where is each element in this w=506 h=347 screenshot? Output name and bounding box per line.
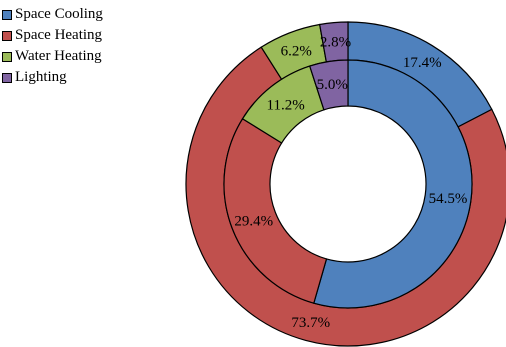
inner-slice-space-cooling	[313, 59, 473, 309]
outer-label-space-cooling: 17.4%	[403, 55, 442, 71]
legend-item-space-cooling: Space Cooling	[2, 4, 103, 25]
inner-label-space-heating: 29.4%	[234, 213, 273, 229]
legend-item-lighting: Lighting	[2, 67, 103, 88]
legend-label-water-heating: Water Heating	[15, 48, 102, 64]
outer-label-space-heating: 73.7%	[291, 315, 330, 331]
outer-label-lighting: 2.8%	[320, 35, 351, 51]
inner-slice-space-heating	[223, 117, 328, 304]
legend-swatch-space-heating	[2, 30, 12, 41]
outer-label-water-heating: 6.2%	[281, 44, 312, 60]
inner-label-space-cooling: 54.5%	[429, 191, 468, 207]
legend-swatch-space-cooling	[2, 9, 12, 20]
legend-swatch-water-heating	[2, 51, 12, 62]
legend-label-lighting: Lighting	[15, 69, 67, 85]
legend-item-space-heating: Space Heating	[2, 25, 103, 46]
legend-label-space-heating: Space Heating	[15, 27, 103, 43]
legend-label-space-cooling: Space Cooling	[15, 6, 103, 22]
legend: Space Cooling Space Heating Water Heatin…	[2, 4, 103, 88]
legend-item-water-heating: Water Heating	[2, 46, 103, 67]
inner-slice-lighting	[308, 59, 349, 111]
legend-swatch-lighting	[2, 72, 12, 83]
inner-label-water-heating: 11.2%	[267, 98, 305, 114]
inner-label-lighting: 5.0%	[317, 77, 348, 93]
